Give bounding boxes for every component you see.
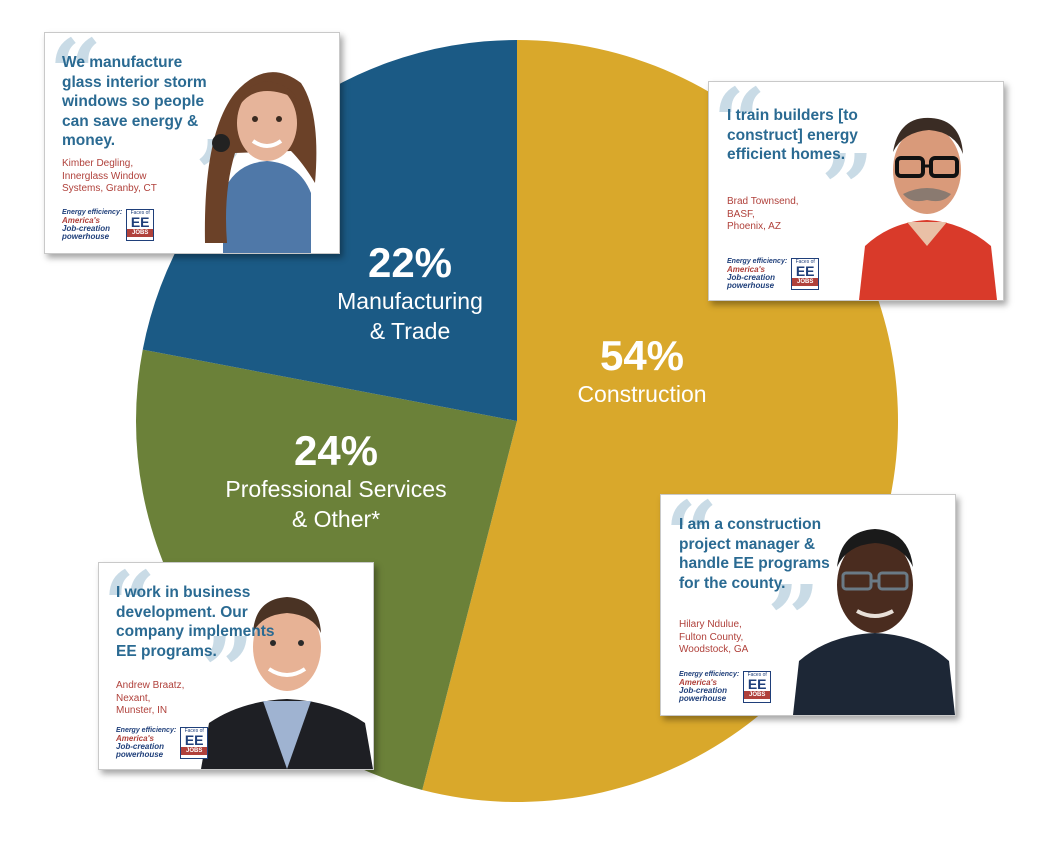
badge-bottom: JOBS <box>792 278 819 286</box>
attribution-line: Brad Townsend, <box>727 196 799 207</box>
badge-bottom: JOBS <box>127 229 154 237</box>
logo-tag-line: Job-creation <box>727 273 776 282</box>
quote-text-kimber: We manufacture glass interior storm wind… <box>62 54 207 149</box>
open-quote-icon: “ <box>103 562 156 659</box>
attribution-line: BASF, <box>727 208 755 220</box>
logo-tag-line: powerhouse <box>727 281 775 290</box>
badge-bottom: JOBS <box>744 691 771 699</box>
logo-tagline: Energy efficiency: America's Job-creatio… <box>62 209 122 241</box>
ee-jobs-badge: Faces of EE JOBS <box>791 258 820 290</box>
attribution-line: Kimber Degling, <box>62 158 134 169</box>
attribution-line: Hilary Ndulue, <box>679 619 742 630</box>
portrait-hilary <box>793 529 955 715</box>
portrait-kimber <box>204 72 317 253</box>
logo-tagline: Energy efficiency: America's Job-creatio… <box>679 671 739 703</box>
logo-tagline: Energy efficiency: America's Job-creatio… <box>727 258 787 290</box>
badge-top: Faces of <box>184 728 204 734</box>
attribution-line: Innerglass Window <box>62 170 147 182</box>
attribution-line: Phoenix, AZ <box>727 221 781 232</box>
logo-tag-line: Energy efficiency: <box>727 258 788 265</box>
slice-category-professional-line1: Professional Services <box>225 476 447 502</box>
portrait-andrew <box>201 597 373 769</box>
logo-tag-line: America's <box>679 678 717 687</box>
slice-percent-professional: 24% <box>293 427 379 474</box>
attribution-line: Nexant, <box>116 692 151 704</box>
slice-percent-manufacturing: 22% <box>367 239 453 286</box>
testimonial-card-hilary: “ ” I am a construction project manager … <box>660 494 956 716</box>
logo-tag-line: Job-creation <box>62 224 111 233</box>
logo-tag-line: America's <box>727 265 765 274</box>
slice-label-construction: 54% Construction <box>577 333 706 409</box>
open-quote-icon: “ <box>665 494 718 589</box>
badge-bottom: JOBS <box>181 747 208 755</box>
logo-tag-line: powerhouse <box>62 232 110 241</box>
ee-jobs-badge: Faces of EE JOBS <box>126 209 155 241</box>
logo-tag-line: America's <box>62 216 100 225</box>
logo-tag-line: Energy efficiency: <box>679 671 740 678</box>
badge-top: Faces of <box>130 210 150 216</box>
logo-tag-line: powerhouse <box>679 694 727 703</box>
logo-tag-line: Job-creation <box>116 742 165 751</box>
logo-tagline: Energy efficiency: America's Job-creatio… <box>116 727 176 759</box>
slice-category-construction: Construction <box>577 381 707 407</box>
ee-jobs-badge: Faces of EE JOBS <box>180 727 209 759</box>
testimonial-card-kimber: “ ” We manufacture glass interior storm … <box>44 32 340 254</box>
attribution-hilary: Hilary Ndulue, Fulton County, Woodstock,… <box>679 619 748 657</box>
attribution-line: Andrew Braatz, <box>116 680 185 691</box>
slice-category-manufacturing-line2: & Trade <box>369 318 451 344</box>
faces-of-ee-jobs-logo: Energy efficiency: America's Job-creatio… <box>62 209 155 241</box>
quote-text-hilary: I am a construction project manager & ha… <box>679 516 830 592</box>
faces-of-ee-jobs-logo: Energy efficiency: America's Job-creatio… <box>679 671 772 703</box>
logo-tag-line: America's <box>116 734 154 743</box>
faces-of-ee-jobs-logo: Energy efficiency: America's Job-creatio… <box>727 258 820 290</box>
logo-tag-line: Job-creation <box>679 686 728 695</box>
badge-top: Faces of <box>795 259 815 265</box>
portrait-brad <box>859 117 997 300</box>
logo-tag-line: powerhouse <box>116 750 164 759</box>
badge-mid: EE <box>795 263 815 279</box>
open-quote-icon: “ <box>49 32 102 127</box>
testimonial-card-andrew: “ ” I work in business development. Our … <box>98 562 374 770</box>
attribution-line: Fulton County, <box>679 631 744 643</box>
close-quote-icon: ” <box>767 565 820 673</box>
badge-mid: EE <box>747 676 767 692</box>
quote-text-andrew: I work in business development. Our comp… <box>116 584 275 660</box>
testimonial-card-brad: “ ” I train builders [to construct] ener… <box>708 81 1004 301</box>
faces-of-ee-jobs-logo: Energy efficiency: America's Job-creatio… <box>116 727 209 759</box>
attribution-kimber: Kimber Degling, Innerglass Window System… <box>62 158 157 196</box>
attribution-line: Woodstock, GA <box>679 644 749 655</box>
attribution-brad: Brad Townsend, BASF, Phoenix, AZ <box>727 196 799 234</box>
logo-tag-line: Energy efficiency: <box>116 727 177 734</box>
slice-label-professional: 24% Professional Services & Other* <box>225 428 446 534</box>
logo-tag-line: Energy efficiency: <box>62 209 123 216</box>
badge-mid: EE <box>130 214 150 230</box>
badge-mid: EE <box>184 732 204 748</box>
ee-jobs-badge: Faces of EE JOBS <box>743 671 772 703</box>
attribution-andrew: Andrew Braatz, Nexant, Munster, IN <box>116 680 184 718</box>
slice-category-professional-line2: & Other* <box>291 506 381 532</box>
attribution-line: Munster, IN <box>116 705 168 716</box>
quote-text-brad: I train builders [to construct] energy e… <box>727 107 858 163</box>
slice-percent-construction: 54% <box>599 332 685 379</box>
attribution-line: Systems, Granby, CT <box>62 183 157 194</box>
close-quote-icon: ” <box>821 134 874 242</box>
badge-top: Faces of <box>747 672 767 678</box>
open-quote-icon: “ <box>713 81 766 176</box>
slice-category-manufacturing-line1: Manufacturing <box>337 288 483 314</box>
close-quote-icon: ” <box>201 617 254 725</box>
slice-label-manufacturing: 22% Manufacturing & Trade <box>337 240 483 346</box>
